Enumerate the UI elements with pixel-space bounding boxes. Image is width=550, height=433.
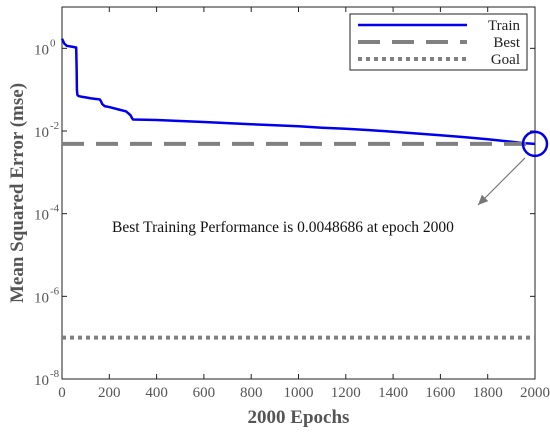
x-tick-label: 1600 [425, 385, 455, 401]
y-tick-exponent: -4 [50, 203, 60, 215]
series-group [60, 38, 549, 340]
x-tick-label: 1000 [284, 385, 314, 401]
annotation-text: Best Training Performance is 0.0048686 a… [112, 219, 454, 236]
x-tick-label: 1400 [378, 385, 408, 401]
x-tick-label: 800 [240, 385, 263, 401]
x-tick-label: 1800 [473, 385, 503, 401]
y-tick-label: 10 [34, 290, 49, 306]
legend-label-goal: Goal [491, 52, 520, 68]
x-tick-label: 2000 [520, 385, 550, 401]
y-tick-label: 10 [34, 125, 49, 141]
x-tick-label: 0 [58, 385, 66, 401]
legend-label-train: Train [488, 18, 520, 34]
annotation-arrow [477, 157, 526, 206]
x-tick-label: 1200 [331, 385, 361, 401]
y-tick-exponent: -8 [50, 368, 60, 380]
x-tick-label: 400 [145, 385, 168, 401]
x-tick-label: 600 [193, 385, 216, 401]
best-point-marker [521, 130, 549, 158]
annotation-arrowhead [478, 194, 489, 205]
y-tick-label: 10 [34, 208, 49, 224]
annotation-group: Best Training Performance is 0.0048686 a… [112, 157, 526, 236]
y-tick-label: 10 [34, 42, 49, 58]
x-tick-label: 200 [98, 385, 121, 401]
legend-label-best: Best [493, 35, 521, 51]
series-train-line [60, 38, 536, 146]
y-tick-exponent: -2 [50, 120, 59, 132]
x-axis-title: 2000 Epochs [248, 407, 350, 428]
y-tick-label: 10 [34, 373, 49, 389]
y-tick-exponent: 0 [50, 37, 56, 49]
y-axis-title: Mean Squared Error (mse) [7, 83, 28, 303]
y-tick-exponent: -6 [50, 285, 60, 297]
